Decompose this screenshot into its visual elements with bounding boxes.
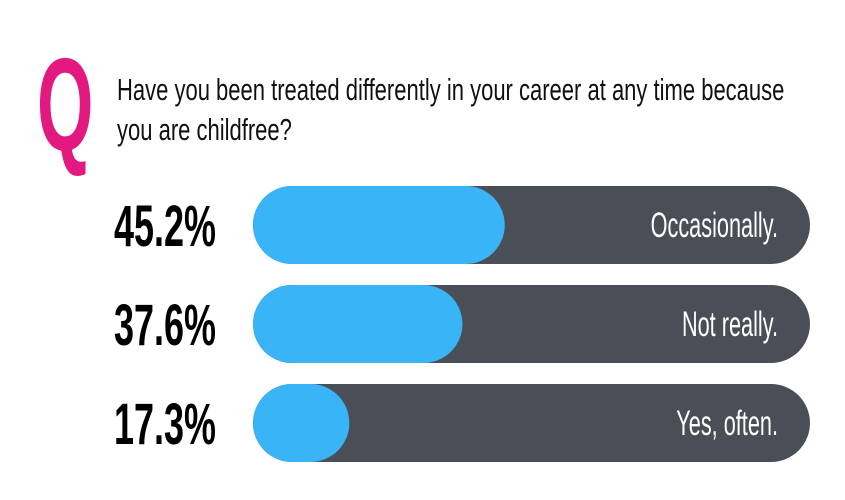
category-label: Not really. [682, 306, 778, 344]
value-label: 37.6% [114, 293, 216, 358]
q-mark: Q [37, 31, 93, 178]
bar [253, 186, 505, 264]
bar-track [253, 384, 810, 462]
bar [253, 285, 463, 363]
value-label: 45.2% [114, 194, 216, 259]
bar [253, 384, 350, 462]
chart-title: Have you been treated differently in you… [117, 72, 784, 107]
chart-title: you are childfree? [117, 112, 292, 147]
category-label: Occasionally. [651, 207, 778, 245]
category-label: Yes, often. [676, 405, 778, 443]
value-label: 17.3% [114, 392, 216, 457]
